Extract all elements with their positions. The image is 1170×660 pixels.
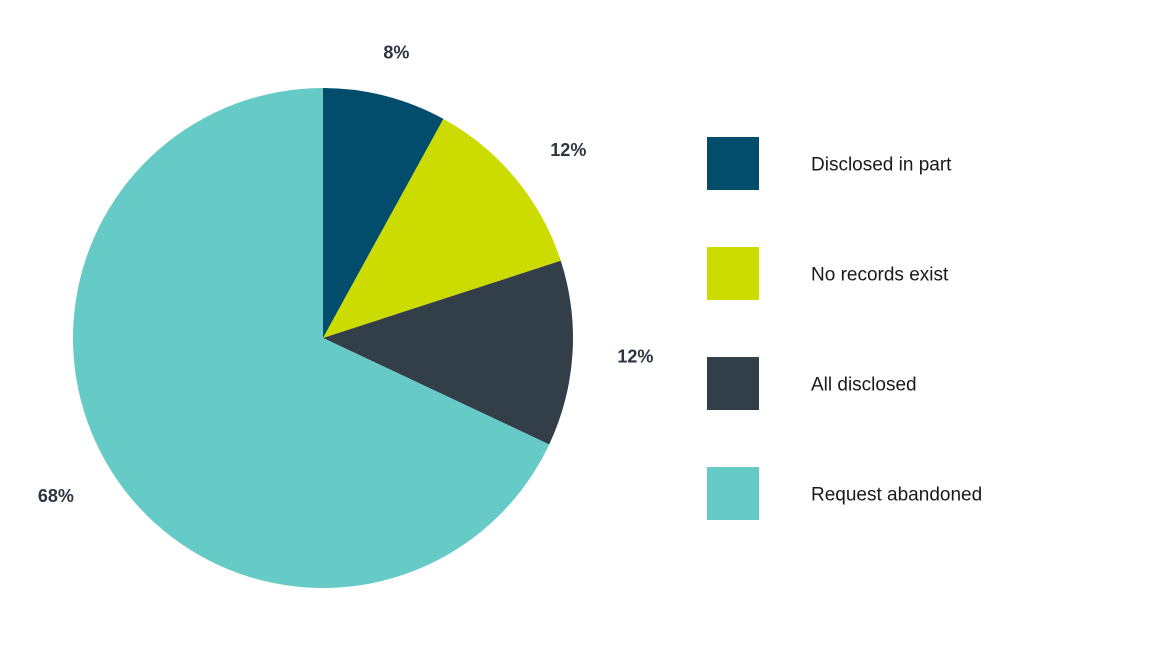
pie-slices	[73, 88, 573, 589]
pie-slice-all-disclosed	[323, 260, 573, 445]
pie-slice-request-abandoned	[73, 88, 550, 589]
legend-swatch-all-disclosed	[707, 357, 759, 410]
legend-swatch-no-records-exist	[707, 247, 759, 300]
legend-swatch-disclosed-in-part	[707, 137, 759, 190]
legend-swatch-request-abandoned	[707, 467, 759, 520]
slice-label-no-records-exist: 12%	[550, 140, 586, 160]
slice-label-all-disclosed: 12%	[617, 347, 653, 367]
legend: Disclosed in part No records exist All dis…	[707, 137, 982, 520]
slice-labels: 8% 12% 12% 68%	[38, 42, 654, 506]
legend-label-no-records-exist: No records exist	[811, 265, 949, 286]
pie-slice-no-records-exist	[323, 118, 561, 338]
legend-label-all-disclosed: All disclosed	[811, 375, 917, 396]
slice-label-request-abandoned: 68%	[38, 486, 74, 506]
legend-label-disclosed-in-part: Disclosed in part	[811, 155, 952, 176]
slice-label-disclosed-in-part: 8%	[383, 42, 409, 62]
pie-slice-disclosed-in-part	[323, 88, 444, 338]
legend-label-request-abandoned: Request abandoned	[811, 485, 982, 506]
